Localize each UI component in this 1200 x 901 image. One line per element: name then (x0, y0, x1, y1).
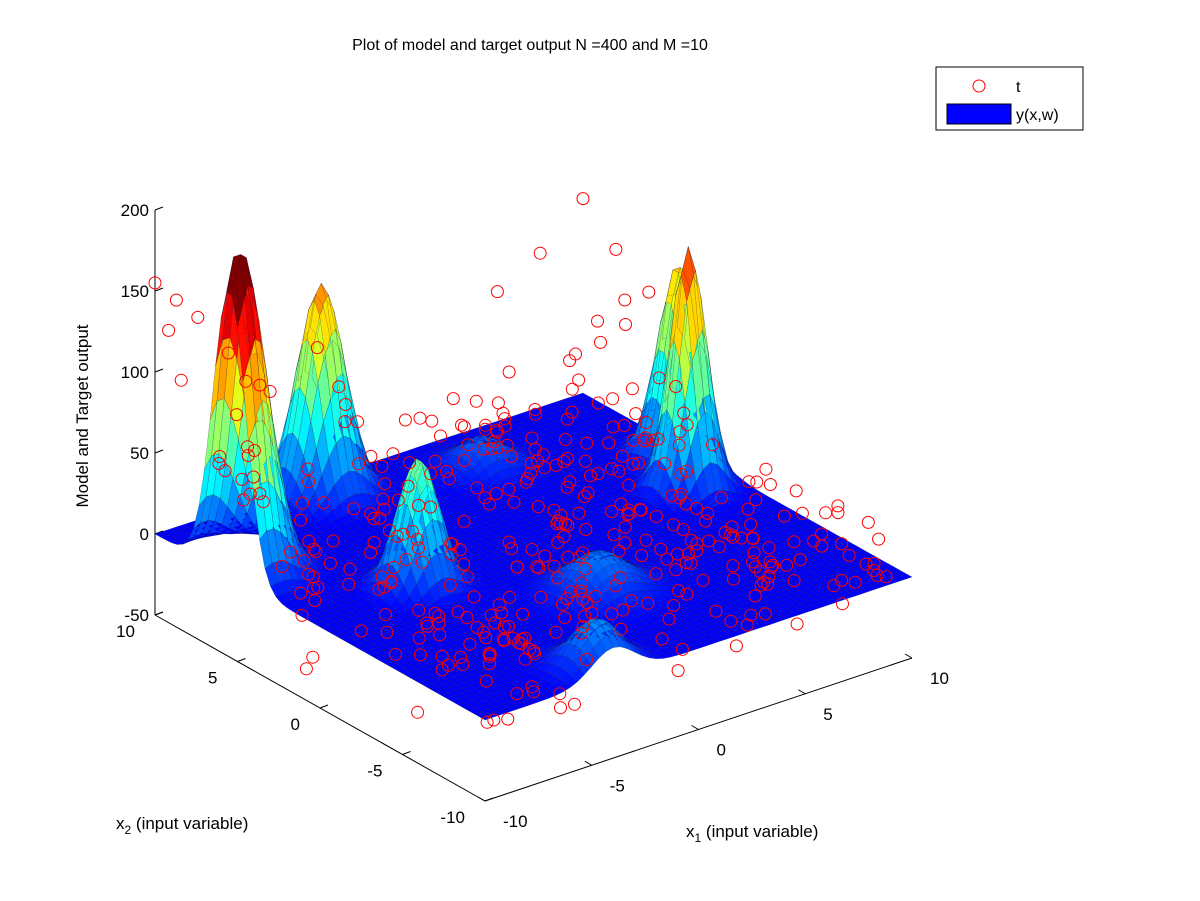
z-tick-label: 150 (121, 282, 149, 301)
x1-label-rest: (input variable) (701, 822, 818, 841)
x1-tick-mark (798, 689, 806, 695)
legend-label-y: y(x,w) (1016, 107, 1059, 124)
x1-tick-label: 5 (823, 705, 832, 724)
z-tick-label: 200 (121, 201, 149, 220)
x1-tick-mark (584, 760, 592, 766)
x2-tick-mark (484, 797, 494, 802)
x1-tick-mark (904, 653, 913, 659)
x1-tick-mark (477, 796, 486, 802)
x1-tick-label: 0 (717, 741, 726, 760)
x2-label-rest: (input variable) (131, 814, 248, 833)
x2-tick-label: 10 (116, 622, 135, 641)
x2-tick-label: 5 (208, 669, 217, 688)
z-tick-label: 100 (121, 363, 149, 382)
x2-tick-label: 0 (291, 715, 300, 734)
z-axis-label: Model and Target output (73, 324, 92, 507)
axes-lines (154, 206, 913, 802)
z-tick-mark (154, 287, 164, 292)
x2-tick-label: -5 (367, 762, 382, 781)
z-tick-mark (154, 449, 164, 454)
x2-tick-mark (154, 611, 164, 616)
z-tick-mark (154, 206, 164, 211)
legend-label-t: t (1016, 79, 1021, 96)
legend: t y(x,w) (935, 66, 1084, 131)
x2-tick-label: -10 (440, 808, 465, 827)
x2-tick-mark (319, 704, 329, 709)
x2-tick-mark (237, 658, 246, 662)
legend-patch-y (946, 103, 1012, 125)
x1-tick-mark (691, 725, 699, 730)
x2-tick-mark (402, 751, 411, 755)
z-tick-label: 0 (140, 525, 149, 544)
chart-title: Plot of model and target output N =400 a… (352, 37, 708, 54)
x1-tick-label: -10 (503, 812, 528, 831)
z-tick-label: 50 (130, 444, 149, 463)
z-tick-mark (154, 368, 164, 373)
x1-tick-label: -5 (610, 776, 625, 795)
x1-tick-label: 10 (930, 669, 949, 688)
